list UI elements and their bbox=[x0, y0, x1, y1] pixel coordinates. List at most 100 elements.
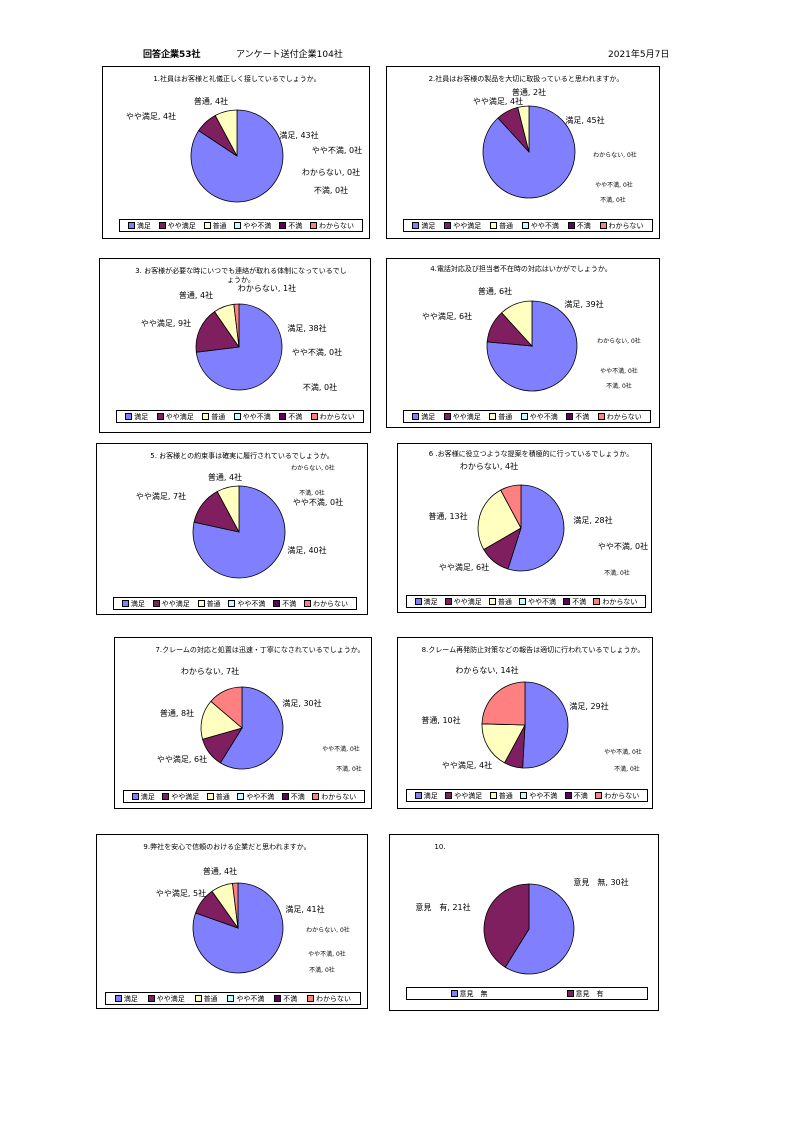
chart-panel-4: 4.電話対応及び担当者不在時の対応はいかがでしょうか。 満足, 39社 やや満足, … bbox=[386, 258, 660, 428]
legend-swatch bbox=[412, 413, 420, 420]
legend-swatch bbox=[203, 222, 211, 229]
legend-swatch bbox=[444, 598, 452, 605]
legend-label: 満足 bbox=[134, 412, 149, 421]
legend-label: やや満足 bbox=[453, 221, 482, 230]
legend-label: やや不満 bbox=[237, 599, 266, 608]
legend-item: やや不満 bbox=[227, 994, 264, 1004]
chart-title: 8.クレーム再発防止対策などの報告は適切に行われているでしょうか。 bbox=[421, 646, 645, 654]
legend-label: やや満足 bbox=[161, 599, 190, 608]
respondent-count: 回答企業53社 bbox=[143, 50, 201, 60]
legend-label: やや不満 bbox=[530, 221, 559, 230]
legend-label: 満足 bbox=[130, 599, 145, 608]
data-label: 意見 無, 30社 bbox=[573, 877, 628, 887]
legend-swatch bbox=[519, 598, 527, 605]
legend-label: 満足 bbox=[140, 792, 155, 801]
legend-label: 不満 bbox=[288, 412, 303, 421]
data-label: 不満, 0社 bbox=[600, 196, 626, 204]
data-label: わからない, 4社 bbox=[460, 461, 518, 471]
legend-label: 意見 有 bbox=[575, 989, 604, 998]
data-label: 満足, 41社 bbox=[285, 904, 324, 914]
legend-item: やや不満 bbox=[520, 412, 558, 422]
data-label: 不満, 0社 bbox=[604, 569, 630, 577]
legend-label: わからない bbox=[319, 221, 355, 230]
legend-label: 普通 bbox=[498, 412, 513, 421]
legend-label: 不満 bbox=[283, 994, 298, 1003]
legend-swatch bbox=[443, 413, 451, 420]
legend-item: わからない bbox=[310, 221, 354, 231]
legend-swatch bbox=[599, 222, 607, 229]
legend-label: やや不満 bbox=[246, 792, 275, 801]
chart-panel-7: 7.クレームの対応と処置は迅速・丁寧になされているでしょうか。満足, 30社やや… bbox=[114, 637, 372, 809]
legend-item: やや不満 bbox=[228, 599, 265, 609]
legend-item: 不満 bbox=[281, 792, 305, 802]
legend-swatch bbox=[127, 222, 135, 229]
pie-slice-cat-0 bbox=[219, 686, 284, 770]
legend-item: 不満 bbox=[279, 412, 302, 422]
legend-swatch bbox=[304, 600, 312, 607]
report-date: 2021年5月7日 bbox=[608, 50, 670, 60]
data-label: 不満, 0社 bbox=[299, 489, 325, 497]
legend-swatch bbox=[310, 222, 318, 229]
legend-swatch bbox=[450, 990, 458, 997]
pie-slice-cat-1 bbox=[483, 883, 530, 968]
data-label: 普通, 8社 bbox=[160, 708, 194, 718]
legend-swatch bbox=[158, 222, 166, 229]
chart-legend: 満足 やや満足 普通 やや不満 不満 わからない bbox=[403, 410, 651, 423]
legend-item: 満足 bbox=[414, 791, 438, 801]
legend-label: やや満足 bbox=[454, 791, 483, 800]
data-label: 満足, 29社 bbox=[569, 701, 608, 711]
legend-label: 不満 bbox=[290, 792, 305, 801]
legend-swatch bbox=[197, 600, 205, 607]
legend-label: やや満足 bbox=[453, 597, 482, 606]
legend-swatch bbox=[237, 793, 245, 800]
legend-label: 意見 無 bbox=[459, 989, 488, 998]
chart-title: 2.社員はお客様の製品を大切に取扱っていると思われますか。 bbox=[428, 75, 624, 83]
data-label: やや満足, 6社 bbox=[439, 562, 489, 572]
legend-label: わからない bbox=[608, 221, 644, 230]
data-label: やや不満, 0社 bbox=[293, 497, 343, 507]
data-label: やや満足, 4社 bbox=[126, 111, 176, 121]
legend-swatch bbox=[274, 995, 282, 1002]
data-label: 満足, 30社 bbox=[282, 698, 321, 708]
chart-title: 3. お客様が必要な時にいつでも連絡が取れる体制になっているでしょうか。 bbox=[135, 267, 347, 284]
legend-label: 満足 bbox=[423, 791, 438, 800]
chart-legend: 満足 やや満足 普通 やや不満 不満 わからない bbox=[123, 790, 365, 803]
legend-item: 普通 bbox=[489, 791, 513, 801]
legend-item: やや満足 bbox=[158, 221, 196, 231]
data-label: 普通, 4社 bbox=[179, 290, 213, 300]
legend-item: やや満足 bbox=[162, 792, 199, 802]
pie-slice-cat-2 bbox=[477, 489, 522, 551]
legend-item: 満足 bbox=[412, 221, 435, 231]
data-label: 満足, 28社 bbox=[573, 515, 612, 525]
legend-swatch bbox=[114, 995, 122, 1002]
data-label: やや満足, 5社 bbox=[156, 888, 206, 898]
pie-slice-cat-5 bbox=[210, 686, 243, 729]
legend-item: やや満足 bbox=[444, 597, 482, 607]
chart-panel-6: 6 .お客様に役立つような提案を積極的に行っているでしょうか。 満足, 28社 やや… bbox=[397, 443, 652, 613]
legend-label: やや不満 bbox=[236, 994, 265, 1003]
data-label: 不満, 0社 bbox=[336, 765, 362, 773]
legend-item: 不満 bbox=[564, 791, 588, 801]
legend-item: 満足 bbox=[121, 599, 145, 609]
legend-swatch bbox=[567, 222, 575, 229]
legend-swatch bbox=[273, 600, 281, 607]
legend-swatch bbox=[566, 413, 574, 420]
legend-label: やや不満 bbox=[528, 597, 557, 606]
legend-label: わからない bbox=[604, 791, 640, 800]
data-label: 普通, 4社 bbox=[194, 96, 228, 106]
chart-title: 7.クレームの対応と処置は迅速・丁寧になされているでしょうか。 bbox=[155, 646, 365, 654]
legend-label: 不満 bbox=[288, 221, 303, 230]
chart-panel-5: 5. お客様との約束事は確実に履行されているでしょうか。 満足, 40社 やや満足,… bbox=[96, 443, 368, 615]
pie-slice-cat-0 bbox=[504, 883, 575, 975]
data-label: 普通, 13社 bbox=[428, 511, 467, 521]
legend-swatch bbox=[202, 413, 210, 420]
data-label: やや満足, 9社 bbox=[141, 318, 191, 328]
legend-item: 意見 有 bbox=[566, 989, 604, 999]
legend-item: 不満 bbox=[567, 221, 591, 231]
data-label: 普通, 2社 bbox=[512, 87, 546, 97]
